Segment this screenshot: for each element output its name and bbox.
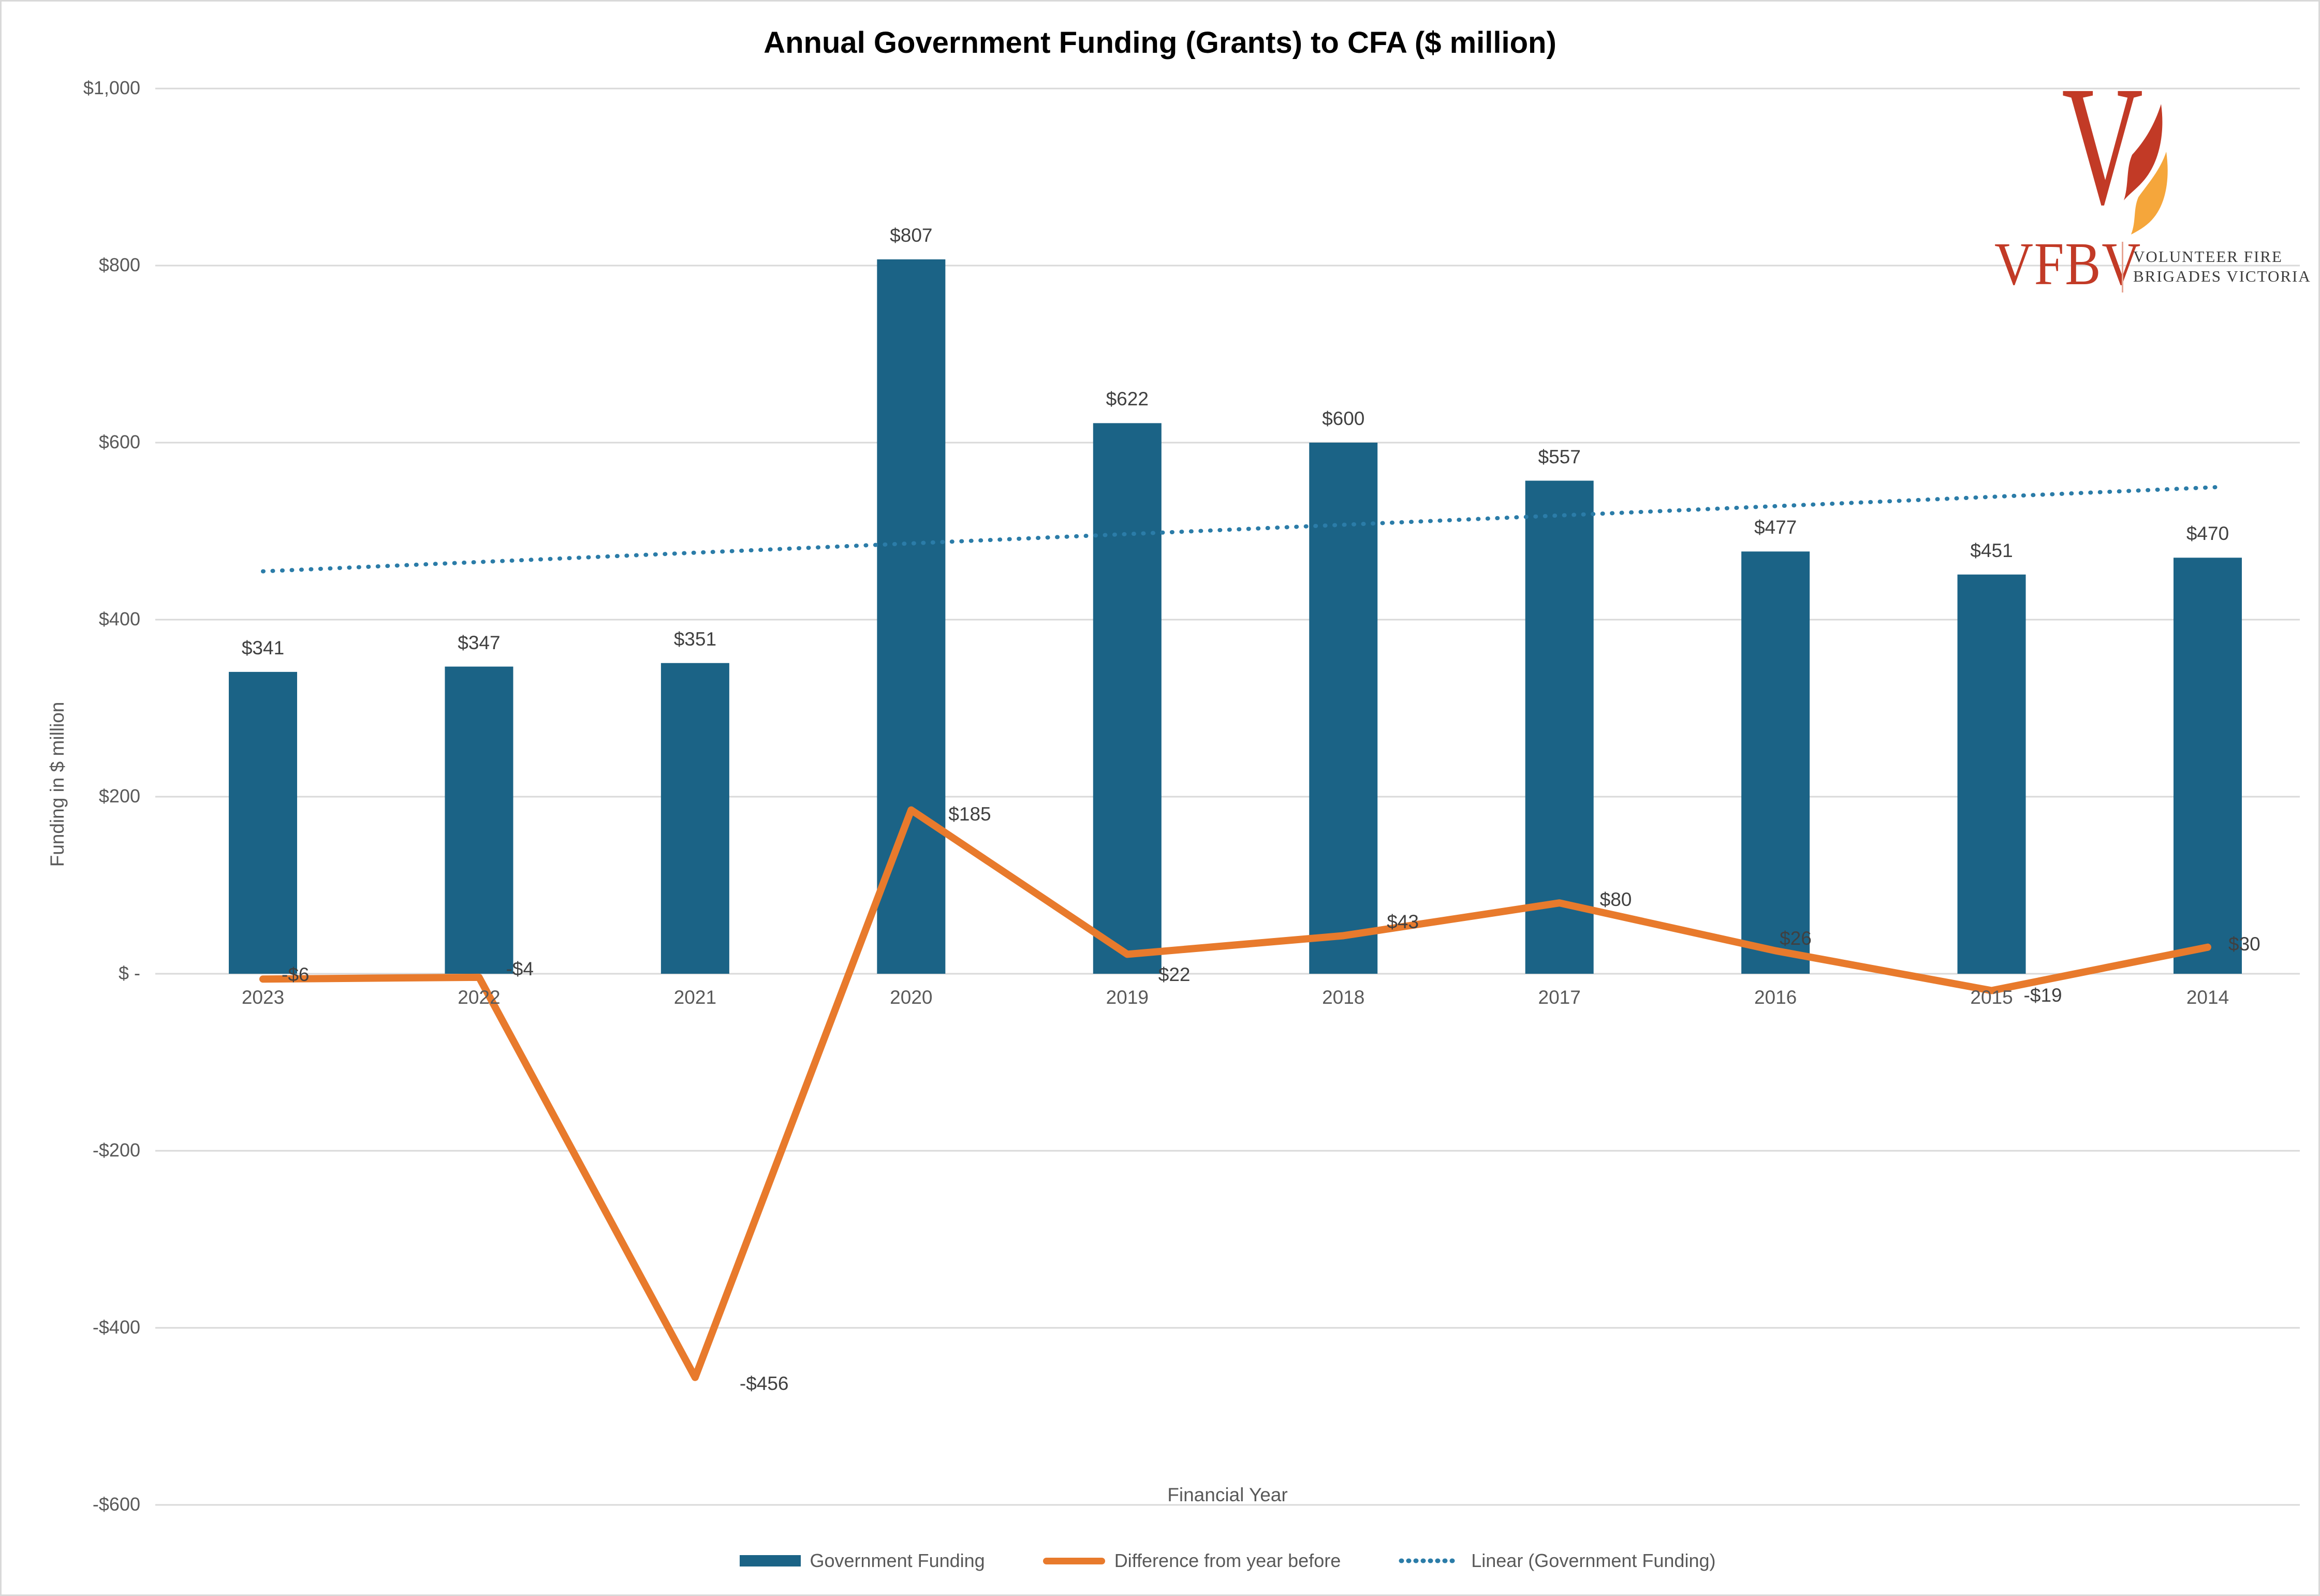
legend: Government Funding Difference from year … <box>155 1548 2300 1573</box>
y-tick-label: $1,000 <box>83 77 140 98</box>
line-data-label: $43 <box>1387 911 1419 933</box>
line-data-label: -$456 <box>739 1372 789 1394</box>
vfbv-logo: V VFBV VOLUNTEER FIRE BRIGADES VICTORIA <box>1989 61 2311 302</box>
logo-divider <box>2122 242 2123 292</box>
flame-icon <box>2124 104 2168 235</box>
line-data-label: -$6 <box>282 964 310 986</box>
line-data-label: $26 <box>1780 927 1812 949</box>
bar-2021 <box>660 663 729 974</box>
y-tick-label: $400 <box>98 608 140 629</box>
y-tick-label: -$400 <box>92 1316 140 1338</box>
x-tick-label: 2017 <box>1538 987 1581 1008</box>
bar-data-label: $470 <box>2186 523 2229 545</box>
x-axis-title: Financial Year <box>1167 1484 1288 1505</box>
bar-data-label: $351 <box>673 628 717 650</box>
y-tick-label: $600 <box>98 431 140 452</box>
dotted-line-swatch-icon <box>1399 1558 1462 1563</box>
x-tick-label: 2018 <box>1322 987 1365 1008</box>
linear-trendline <box>261 485 2223 574</box>
y-tick-label: $ - <box>118 962 140 984</box>
bar-2019 <box>1093 423 1162 974</box>
line-swatch-icon <box>1042 1557 1105 1564</box>
x-tick-label: 2016 <box>1754 987 1797 1008</box>
chart-title: Annual Government Funding (Grants) to CF… <box>763 26 1557 60</box>
bar-2018 <box>1309 443 1378 974</box>
x-tick-label: 2014 <box>2186 987 2229 1008</box>
x-tick-label: 2023 <box>241 987 285 1008</box>
y-tick-label: $200 <box>98 785 140 807</box>
bar-2017 <box>1525 480 1594 974</box>
bar-data-label: $622 <box>1106 388 1149 410</box>
bar-data-label: $600 <box>1322 408 1365 429</box>
y-tick-label: -$600 <box>92 1493 140 1515</box>
line-data-label: -$4 <box>506 958 534 979</box>
line-data-label: $22 <box>1158 964 1191 986</box>
y-axis-title: Funding in $ million <box>47 701 68 867</box>
line-data-label: $80 <box>1599 889 1632 911</box>
y-tick-label: $800 <box>98 254 140 275</box>
legend-item-government-funding: Government Funding <box>739 1550 985 1572</box>
x-tick-label: 2021 <box>673 987 717 1008</box>
bar-2020 <box>877 259 946 974</box>
logo-name-line1: VOLUNTEER FIRE <box>2133 247 2283 266</box>
bar-2016 <box>1741 551 1810 974</box>
x-tick-label: 2020 <box>890 987 933 1008</box>
bar-data-label: $557 <box>1538 446 1581 467</box>
bar-2023 <box>229 671 297 974</box>
legend-item-linear-trend: Linear (Government Funding) <box>1399 1550 1715 1572</box>
legend-item-difference: Difference from year before <box>1042 1550 1341 1572</box>
bar-2015 <box>1957 574 2026 974</box>
x-tick-label: 2022 <box>458 987 501 1008</box>
line-data-label: $185 <box>948 803 991 825</box>
logo-v-letter: V <box>2062 51 2143 240</box>
legend-label: Difference from year before <box>1114 1550 1341 1571</box>
logo-acronym: VFBV <box>1994 230 2142 298</box>
line-data-label: $30 <box>2228 933 2260 955</box>
logo-name-line2: BRIGADES VICTORIA <box>2133 267 2311 285</box>
bar-data-label: $341 <box>241 637 285 658</box>
bar-2022 <box>445 666 513 974</box>
bar-data-label: $477 <box>1754 517 1797 538</box>
legend-label: Government Funding <box>810 1550 985 1571</box>
bar-data-label: $347 <box>458 632 501 653</box>
difference-line <box>259 806 2211 1381</box>
y-tick-label: -$200 <box>92 1139 140 1161</box>
x-tick-label: 2019 <box>1106 987 1149 1008</box>
bar-2014 <box>2174 558 2242 974</box>
x-tick-label: 2015 <box>1970 987 2013 1008</box>
line-data-label: -$19 <box>2023 985 2062 1006</box>
bar-data-label: $807 <box>890 225 933 246</box>
bar-swatch-icon <box>739 1555 801 1566</box>
bar-data-label: $451 <box>1970 539 2013 561</box>
logo-name: VOLUNTEER FIRE BRIGADES VICTORIA <box>2133 247 2311 286</box>
legend-label: Linear (Government Funding) <box>1471 1550 1716 1571</box>
